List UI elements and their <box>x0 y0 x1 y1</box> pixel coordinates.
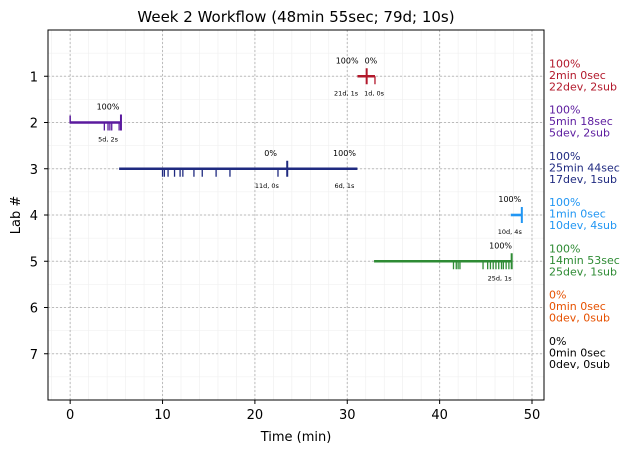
annotation-label: 5d, 2s <box>98 136 119 144</box>
lab-2-summary: 5min 18sec <box>549 115 613 128</box>
x-tick-label: 50 <box>524 408 541 423</box>
lab-7-summary: 0% <box>549 335 566 348</box>
lab-3-summary: 17dev, 1sub <box>549 173 617 186</box>
lab-1-summary: 2min 0sec <box>549 69 606 82</box>
x-tick-label: 20 <box>247 408 264 423</box>
lab-2-summary: 100% <box>549 104 580 117</box>
annotation-label: 10d, 4s <box>498 228 523 236</box>
x-axis-label: Time (min) <box>260 430 332 445</box>
y-tick-label: 1 <box>30 70 38 85</box>
lab-1-summary: 22dev, 2sub <box>549 80 617 93</box>
y-tick-label: 5 <box>30 255 38 270</box>
y-tick-label: 4 <box>30 209 38 224</box>
y-tick-label: 6 <box>30 302 38 317</box>
y-axis-label: Lab # <box>9 196 24 235</box>
lab-7-summary: 0dev, 0sub <box>549 358 610 371</box>
annotation-label: 0% <box>365 56 378 65</box>
lab-6-summary: 0min 0sec <box>549 300 606 313</box>
lab-3-summary: 25min 44sec <box>549 161 620 174</box>
lab-7-summary: 0min 0sec <box>549 346 606 359</box>
annotation-label: 100% <box>336 56 359 65</box>
lab-5-summary: 25dev, 1sub <box>549 265 617 278</box>
annotation-label: 6d, 1s <box>335 182 356 190</box>
lab-4-summary: 100% <box>549 196 580 209</box>
lab-2-summary: 5dev, 2sub <box>549 127 610 140</box>
y-tick-label: 2 <box>30 117 38 132</box>
y-tick-label: 7 <box>30 348 38 363</box>
annotation-label: 0% <box>264 149 277 158</box>
lab-3-summary: 100% <box>549 150 580 163</box>
y-tick-label: 3 <box>30 163 38 178</box>
lab-4-summary: 1min 0sec <box>549 208 606 221</box>
annotation-label: 100% <box>97 103 120 112</box>
lab-5-summary: 100% <box>549 242 580 255</box>
x-tick-label: 10 <box>154 408 171 423</box>
x-tick-label: 30 <box>339 408 356 423</box>
annotation-label: 21d, 1s <box>334 89 359 97</box>
annotation-label: 1d, 0s <box>364 89 385 97</box>
annotation-label: 25d, 1s <box>488 274 513 282</box>
annotation-label: 11d, 0s <box>255 182 280 190</box>
lab-1-summary: 100% <box>549 57 580 70</box>
x-tick-label: 0 <box>66 408 74 423</box>
annotation-label: 100% <box>489 241 512 250</box>
lab-6-summary: 0% <box>549 289 566 302</box>
lab-4-summary: 10dev, 4sub <box>549 219 617 232</box>
x-tick-label: 40 <box>431 408 448 423</box>
chart-title: Week 2 Workflow (48min 55sec; 79d; 10s) <box>137 8 454 26</box>
lab-6-summary: 0dev, 0sub <box>549 312 610 325</box>
annotation-label: 100% <box>498 195 521 204</box>
annotation-label: 100% <box>333 149 356 158</box>
lab-5-summary: 14min 53sec <box>549 254 620 267</box>
